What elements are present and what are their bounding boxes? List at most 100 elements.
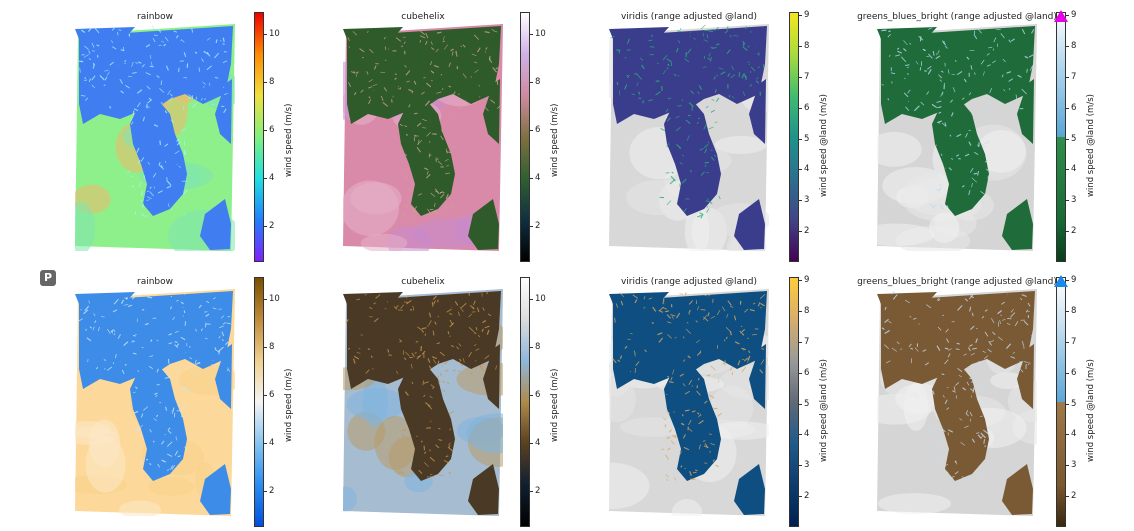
colorbar-label: wind speed @land (m/s)	[819, 359, 829, 462]
colorbar-tick-mark	[264, 81, 267, 83]
colorbar-tick-mark	[1066, 231, 1069, 233]
colorbar-tick-label: 6	[804, 102, 810, 113]
colorbar-tick-mark	[799, 465, 802, 467]
colorbar-tick-label: 4	[804, 164, 810, 175]
colorbar-tick-label: 6	[535, 124, 541, 135]
colorbar-extend-arrow	[1054, 10, 1068, 22]
colorbar-tick-label: 10	[535, 28, 546, 39]
map-landmass	[200, 199, 231, 250]
colorbar	[520, 12, 530, 262]
colorbar-tick-label: 4	[1071, 429, 1077, 440]
panel-title: rainbow	[137, 12, 173, 22]
colorbar-tick-label: 2	[804, 491, 810, 502]
colorbar-tick-label: 7	[804, 336, 810, 347]
wind-speed-map	[343, 24, 503, 251]
map-landmass	[609, 292, 669, 319]
map-landmass	[468, 199, 499, 250]
panel-title: greens_blues_bright (range adjusted @lan…	[857, 12, 1057, 22]
map-landmass	[877, 27, 937, 54]
panel-title: rainbow	[137, 277, 173, 287]
colorbar-tick-mark	[264, 442, 267, 444]
map-landmass	[468, 464, 499, 515]
colorbar-tick-label: 6	[269, 389, 275, 400]
colorbar-tick-label: 4	[1071, 164, 1077, 175]
colorbar	[254, 12, 264, 262]
map-landmass	[483, 344, 500, 409]
panel-title: cubehelix	[401, 12, 445, 22]
colorbar-extend-arrow	[1054, 275, 1068, 287]
colorbar-tick-label: 4	[269, 172, 275, 183]
panel-toggle-button[interactable]: P	[40, 270, 56, 286]
map-landmass	[343, 27, 403, 54]
map-peninsula	[398, 102, 455, 216]
map-landmass	[881, 291, 1035, 389]
colorbar	[789, 12, 799, 262]
colorbar-tick-mark	[1066, 200, 1069, 202]
colorbar-tick-label: 5	[804, 133, 810, 144]
colorbar-tick-mark	[264, 298, 267, 300]
colorbar-tick-mark	[1066, 45, 1069, 47]
map-landmass	[613, 26, 767, 124]
colorbar-tick-mark	[1066, 280, 1069, 282]
colorbar-tick-label: 8	[1071, 305, 1077, 316]
colorbar-tick-label: 8	[269, 76, 275, 87]
colorbar-label: wind speed (m/s)	[550, 368, 560, 442]
map-landmass	[1002, 199, 1033, 250]
wind-speed-map	[75, 289, 235, 516]
colorbar-tick-label: 2	[1071, 491, 1077, 502]
panel-title: viridis (range adjusted @land)	[620, 277, 758, 287]
colorbar-tick-label: 3	[804, 195, 810, 206]
colorbar-tick-mark	[799, 15, 802, 17]
map-landmass	[734, 199, 765, 250]
colorbar-tick-label: 5	[1071, 398, 1077, 409]
colorbar-tick-mark	[799, 200, 802, 202]
map-landmass	[1017, 344, 1034, 409]
colorbar-tick-mark	[530, 33, 533, 35]
colorbar-tick-label: 10	[269, 293, 280, 304]
colorbar-tick-label: 9	[1071, 275, 1077, 286]
map-landmass	[881, 26, 1035, 124]
map-landmass	[749, 344, 766, 409]
colorbar-tick-label: 6	[1071, 367, 1077, 378]
colorbar-tick-label: 3	[804, 460, 810, 471]
colorbar-tick-mark	[530, 177, 533, 179]
panel-title: cubehelix	[401, 277, 445, 287]
colorbar	[1056, 277, 1066, 527]
map-peninsula	[664, 367, 721, 481]
colorbar-tick-label: 8	[269, 341, 275, 352]
colorbar-tick-label: 7	[804, 71, 810, 82]
map-landmass	[1017, 79, 1034, 144]
colorbar-tick-label: 4	[269, 437, 275, 448]
colorbar-tick-mark	[264, 346, 267, 348]
colorbar-tick-mark	[799, 231, 802, 233]
wind-speed-map	[609, 24, 769, 251]
map-landmass	[609, 27, 669, 54]
colorbar-tick-mark	[264, 177, 267, 179]
map-landmass	[79, 291, 233, 389]
colorbar-tick-label: 6	[804, 367, 810, 378]
colorbar-tick-label: 9	[804, 10, 810, 21]
map-landmass	[75, 27, 135, 54]
colorbar-tick-mark	[1066, 15, 1069, 17]
colorbar-tick-mark	[264, 394, 267, 396]
map-landmass	[343, 292, 403, 319]
map-peninsula	[932, 367, 989, 481]
map-landmass	[347, 26, 501, 124]
map-landmass	[200, 464, 231, 515]
colorbar-tick-mark	[1066, 496, 1069, 498]
colorbar-tick-mark	[1066, 403, 1069, 405]
colorbar-tick-label: 9	[804, 275, 810, 286]
map-peninsula	[398, 367, 455, 481]
colorbar-tick-mark	[530, 442, 533, 444]
colorbar-tick-mark	[1066, 138, 1069, 140]
colorbar-tick-label: 8	[1071, 40, 1077, 51]
colorbar-tick-mark	[799, 434, 802, 436]
wind-speed-map	[609, 289, 769, 516]
map-landmass	[79, 26, 233, 124]
map-landmass	[1002, 464, 1033, 515]
colorbar-tick-mark	[1066, 310, 1069, 312]
colorbar-tick-label: 4	[804, 429, 810, 440]
colorbar-tick-mark	[264, 225, 267, 227]
colorbar-tick-label: 9	[1071, 10, 1077, 21]
colorbar-tick-label: 2	[269, 220, 275, 231]
